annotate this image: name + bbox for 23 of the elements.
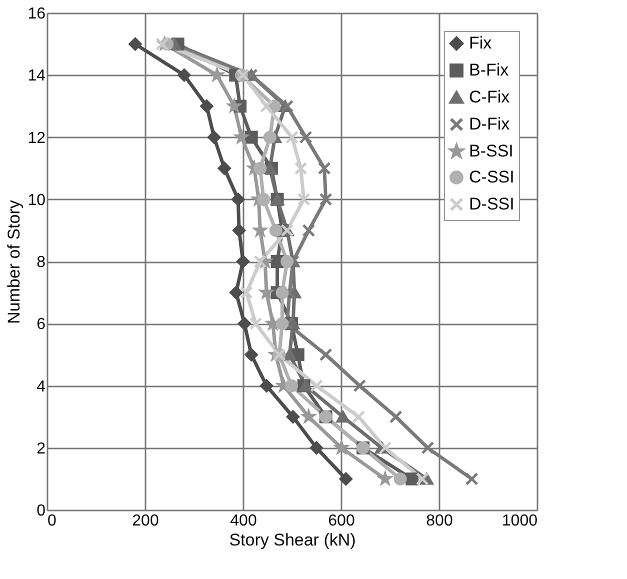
x-tick-label: 800 [426, 512, 453, 530]
y-tick-label: 2 [36, 440, 46, 458]
y-tick-label: 6 [36, 316, 46, 334]
y-tick-label: 14 [28, 68, 46, 85]
y-tick-label: 10 [28, 192, 46, 209]
y-tick-label: 12 [28, 130, 46, 147]
x-tick-label: 600 [328, 512, 355, 530]
y-axis-title: Number of Story [4, 200, 24, 324]
x-tick-label: 400 [230, 512, 257, 530]
legend-label: D-SSI [469, 194, 514, 214]
x-tick-label: 1000 [502, 512, 538, 530]
x-axis-title: Story Shear (kN) [229, 530, 356, 550]
legend-label: B-Fix [469, 60, 510, 80]
legend-label: D-Fix [469, 114, 510, 134]
legend-label: Fix [469, 34, 492, 52]
legend-label: C-SSI [469, 168, 514, 186]
y-tick-label: 4 [36, 378, 46, 396]
y-tick-label: 16 [28, 6, 46, 22]
y-tick-label: 8 [36, 254, 46, 271]
x-tick-label: 0 [48, 512, 56, 530]
legend-label: B-SSI [469, 142, 514, 160]
x-tick-label: 200 [132, 512, 159, 530]
legend-label: C-Fix [469, 88, 510, 106]
